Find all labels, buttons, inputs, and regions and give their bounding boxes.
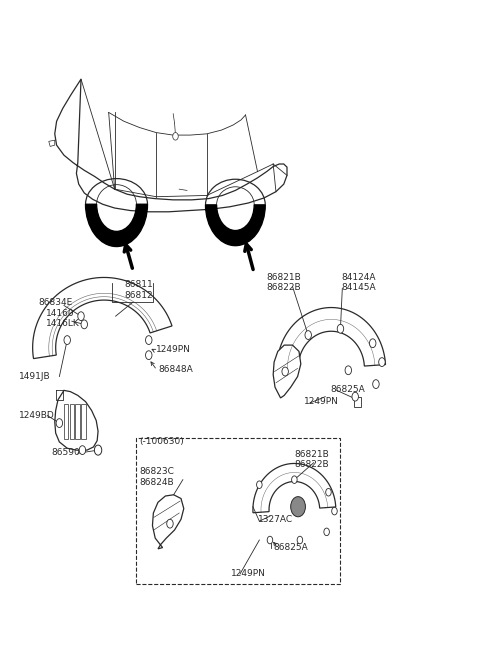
Circle shape [173,132,178,140]
Text: 86825A: 86825A [273,543,308,552]
FancyBboxPatch shape [136,438,340,584]
Text: 86823C
86824B: 86823C 86824B [140,468,174,487]
Circle shape [337,324,344,333]
Polygon shape [63,404,68,440]
Circle shape [267,536,273,544]
Circle shape [370,339,376,348]
Polygon shape [273,345,301,398]
Polygon shape [70,404,74,440]
Circle shape [167,519,173,528]
Text: 86821B
86822B: 86821B 86822B [294,450,329,469]
Circle shape [95,445,102,455]
Text: (-100630): (-100630) [140,438,184,447]
Circle shape [79,445,85,455]
Circle shape [324,528,329,536]
Circle shape [257,481,262,489]
Text: 86848A: 86848A [158,364,193,373]
Polygon shape [81,404,85,440]
Polygon shape [277,308,385,372]
Circle shape [81,320,87,329]
Text: 84124A
84145A: 84124A 84145A [341,272,376,292]
Circle shape [305,331,312,339]
Circle shape [297,536,303,544]
Polygon shape [33,278,172,358]
Circle shape [379,358,385,367]
Circle shape [56,419,62,428]
Text: 1249PN: 1249PN [156,345,191,354]
Polygon shape [253,464,336,513]
Circle shape [291,496,305,517]
Text: 86821B
86822B: 86821B 86822B [267,272,301,292]
Circle shape [372,380,379,388]
Circle shape [282,367,288,376]
Polygon shape [49,140,55,147]
Text: 1491JB: 1491JB [19,372,50,381]
Polygon shape [55,79,287,212]
Polygon shape [55,390,98,450]
Circle shape [345,366,351,375]
Polygon shape [75,404,80,440]
Text: 1249PN: 1249PN [231,569,265,578]
Polygon shape [354,397,361,407]
Circle shape [78,312,84,320]
Wedge shape [205,205,265,246]
Polygon shape [153,495,184,549]
Circle shape [352,392,359,401]
Circle shape [64,335,71,345]
Text: 86590: 86590 [51,447,80,457]
Text: 1249PN: 1249PN [303,397,338,406]
Circle shape [326,489,331,496]
Circle shape [145,351,152,360]
Text: 14160
1416LK: 14160 1416LK [46,309,79,328]
Circle shape [332,508,337,515]
Text: 86825A: 86825A [330,384,365,394]
Text: 86811
86812: 86811 86812 [124,280,153,300]
Text: 1327AC: 1327AC [257,515,293,525]
Circle shape [292,476,297,483]
Text: 1249BD: 1249BD [19,411,55,420]
Circle shape [145,335,152,345]
Text: 86834E: 86834E [38,298,72,307]
Wedge shape [85,204,147,246]
